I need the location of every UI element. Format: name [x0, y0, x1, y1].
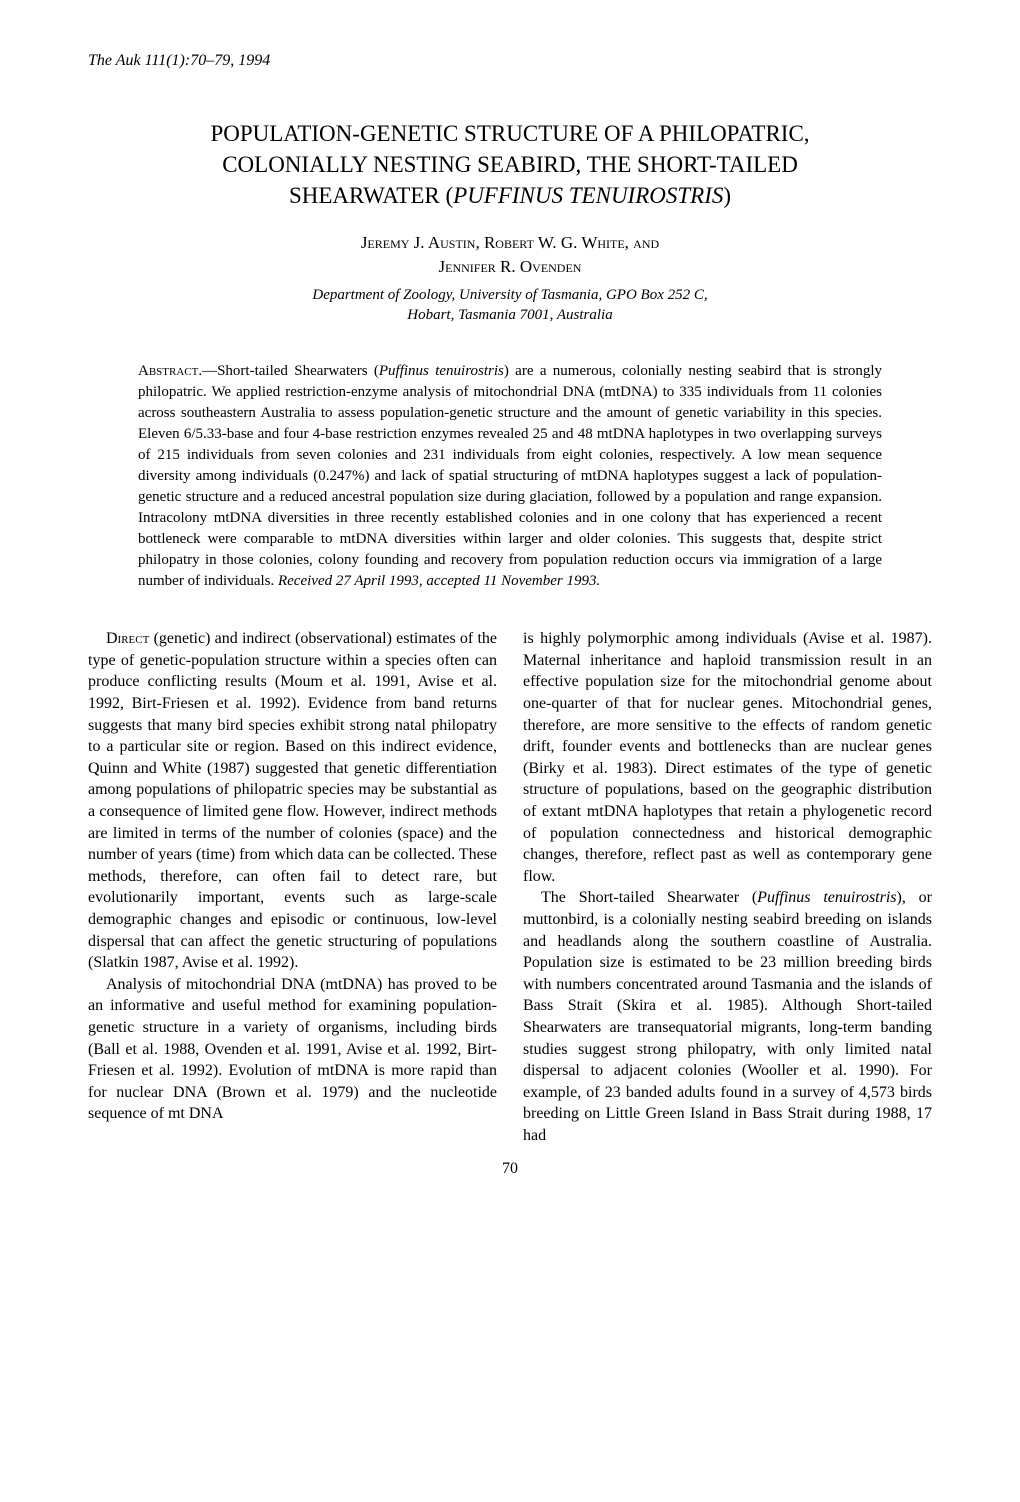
authors-line-1: Jeremy J. Austin, Robert W. G. White, an… — [361, 233, 659, 252]
title-species: PUFFINUS TENUIROSTRIS — [453, 183, 723, 208]
abstract: Abstract.—Short-tailed Shearwaters (Puff… — [138, 361, 882, 592]
para4-prefix: The Short-tailed Shearwater ( — [541, 889, 757, 906]
title-line-3-prefix: SHEARWATER ( — [289, 183, 453, 208]
body-paragraph-2: Analysis of mitochondrial DNA (mtDNA) ha… — [88, 974, 497, 1125]
abstract-main: ) are a numerous, colonially nesting sea… — [138, 363, 882, 589]
abstract-label: Abstract. — [138, 363, 202, 379]
abstract-prefix: —Short-tailed Shearwaters ( — [202, 363, 379, 379]
title-line-1: POPULATION-GENETIC STRUCTURE OF A PHILOP… — [210, 121, 809, 146]
body-paragraph-4: The Short-tailed Shearwater (Puffinus te… — [523, 887, 932, 1146]
body-paragraph-3: is highly polymorphic among individuals … — [523, 628, 932, 887]
title-line-2: COLONIALLY NESTING SEABIRD, THE SHORT-TA… — [222, 152, 798, 177]
article-title: POPULATION-GENETIC STRUCTURE OF A PHILOP… — [88, 118, 932, 211]
body-columns: Direct (genetic) and indirect (observati… — [88, 628, 932, 1146]
title-line-3-suffix: ) — [723, 183, 731, 208]
right-column: is highly polymorphic among individuals … — [523, 628, 932, 1146]
affiliation-line-2: Hobart, Tasmania 7001, Australia — [407, 307, 612, 323]
authors-line-2: Jennifer R. Ovenden — [439, 257, 582, 276]
authors: Jeremy J. Austin, Robert W. G. White, an… — [88, 231, 932, 279]
para1-text: (genetic) and indirect (observational) e… — [88, 630, 497, 971]
affiliation-line-1: Department of Zoology, University of Tas… — [312, 287, 707, 303]
page-number: 70 — [88, 1160, 932, 1178]
para4-suffix: ), or muttonbird, is a colonially nestin… — [523, 889, 932, 1144]
para4-species: Puffinus tenuirostris — [757, 889, 896, 906]
abstract-received: Received 27 April 1993, accepted 11 Nove… — [278, 573, 600, 589]
left-column: Direct (genetic) and indirect (observati… — [88, 628, 497, 1146]
journal-header: The Auk 111(1):70–79, 1994 — [88, 52, 932, 70]
body-paragraph-1: Direct (genetic) and indirect (observati… — [88, 628, 497, 974]
abstract-species: Puffinus tenuirostris — [379, 363, 504, 379]
lead-word: Direct — [106, 630, 149, 647]
affiliation: Department of Zoology, University of Tas… — [88, 285, 932, 326]
